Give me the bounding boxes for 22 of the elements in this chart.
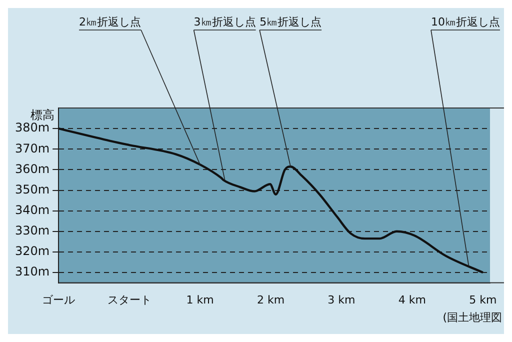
y-tick-label: 310m	[15, 264, 50, 279]
y-tick-label: 340m	[15, 202, 50, 217]
text: (国土地理図	[442, 311, 502, 324]
y-tick-label: 360m	[15, 162, 50, 176]
line-series	[58, 127, 484, 274]
x-tick-label: 5 km	[469, 293, 497, 306]
x-tick-label: 3 km	[328, 293, 356, 306]
annotation: 10㎞折返し点	[431, 15, 500, 28]
x-tick-label: 2 km	[256, 293, 285, 306]
y-tick-label: 380m	[15, 120, 50, 135]
x-tick-label: 1 km	[186, 293, 214, 306]
y-tick-label: 370m	[15, 141, 50, 156]
x-tick-label: ゴール	[42, 293, 76, 306]
y-tick-label: 350m	[15, 182, 50, 196]
annotation: 2㎞折返し点	[79, 15, 142, 28]
y-axis-title: 標高	[30, 108, 55, 122]
x-tick-label: スタート	[107, 293, 152, 306]
y-tick-label: 320m	[15, 244, 50, 258]
y-tick-label: 330m	[15, 224, 50, 238]
x-tick-label: 4 km	[398, 293, 426, 306]
annotation: 3㎞折返し点	[194, 15, 256, 28]
annotation: 5㎞折返し点	[260, 15, 322, 28]
